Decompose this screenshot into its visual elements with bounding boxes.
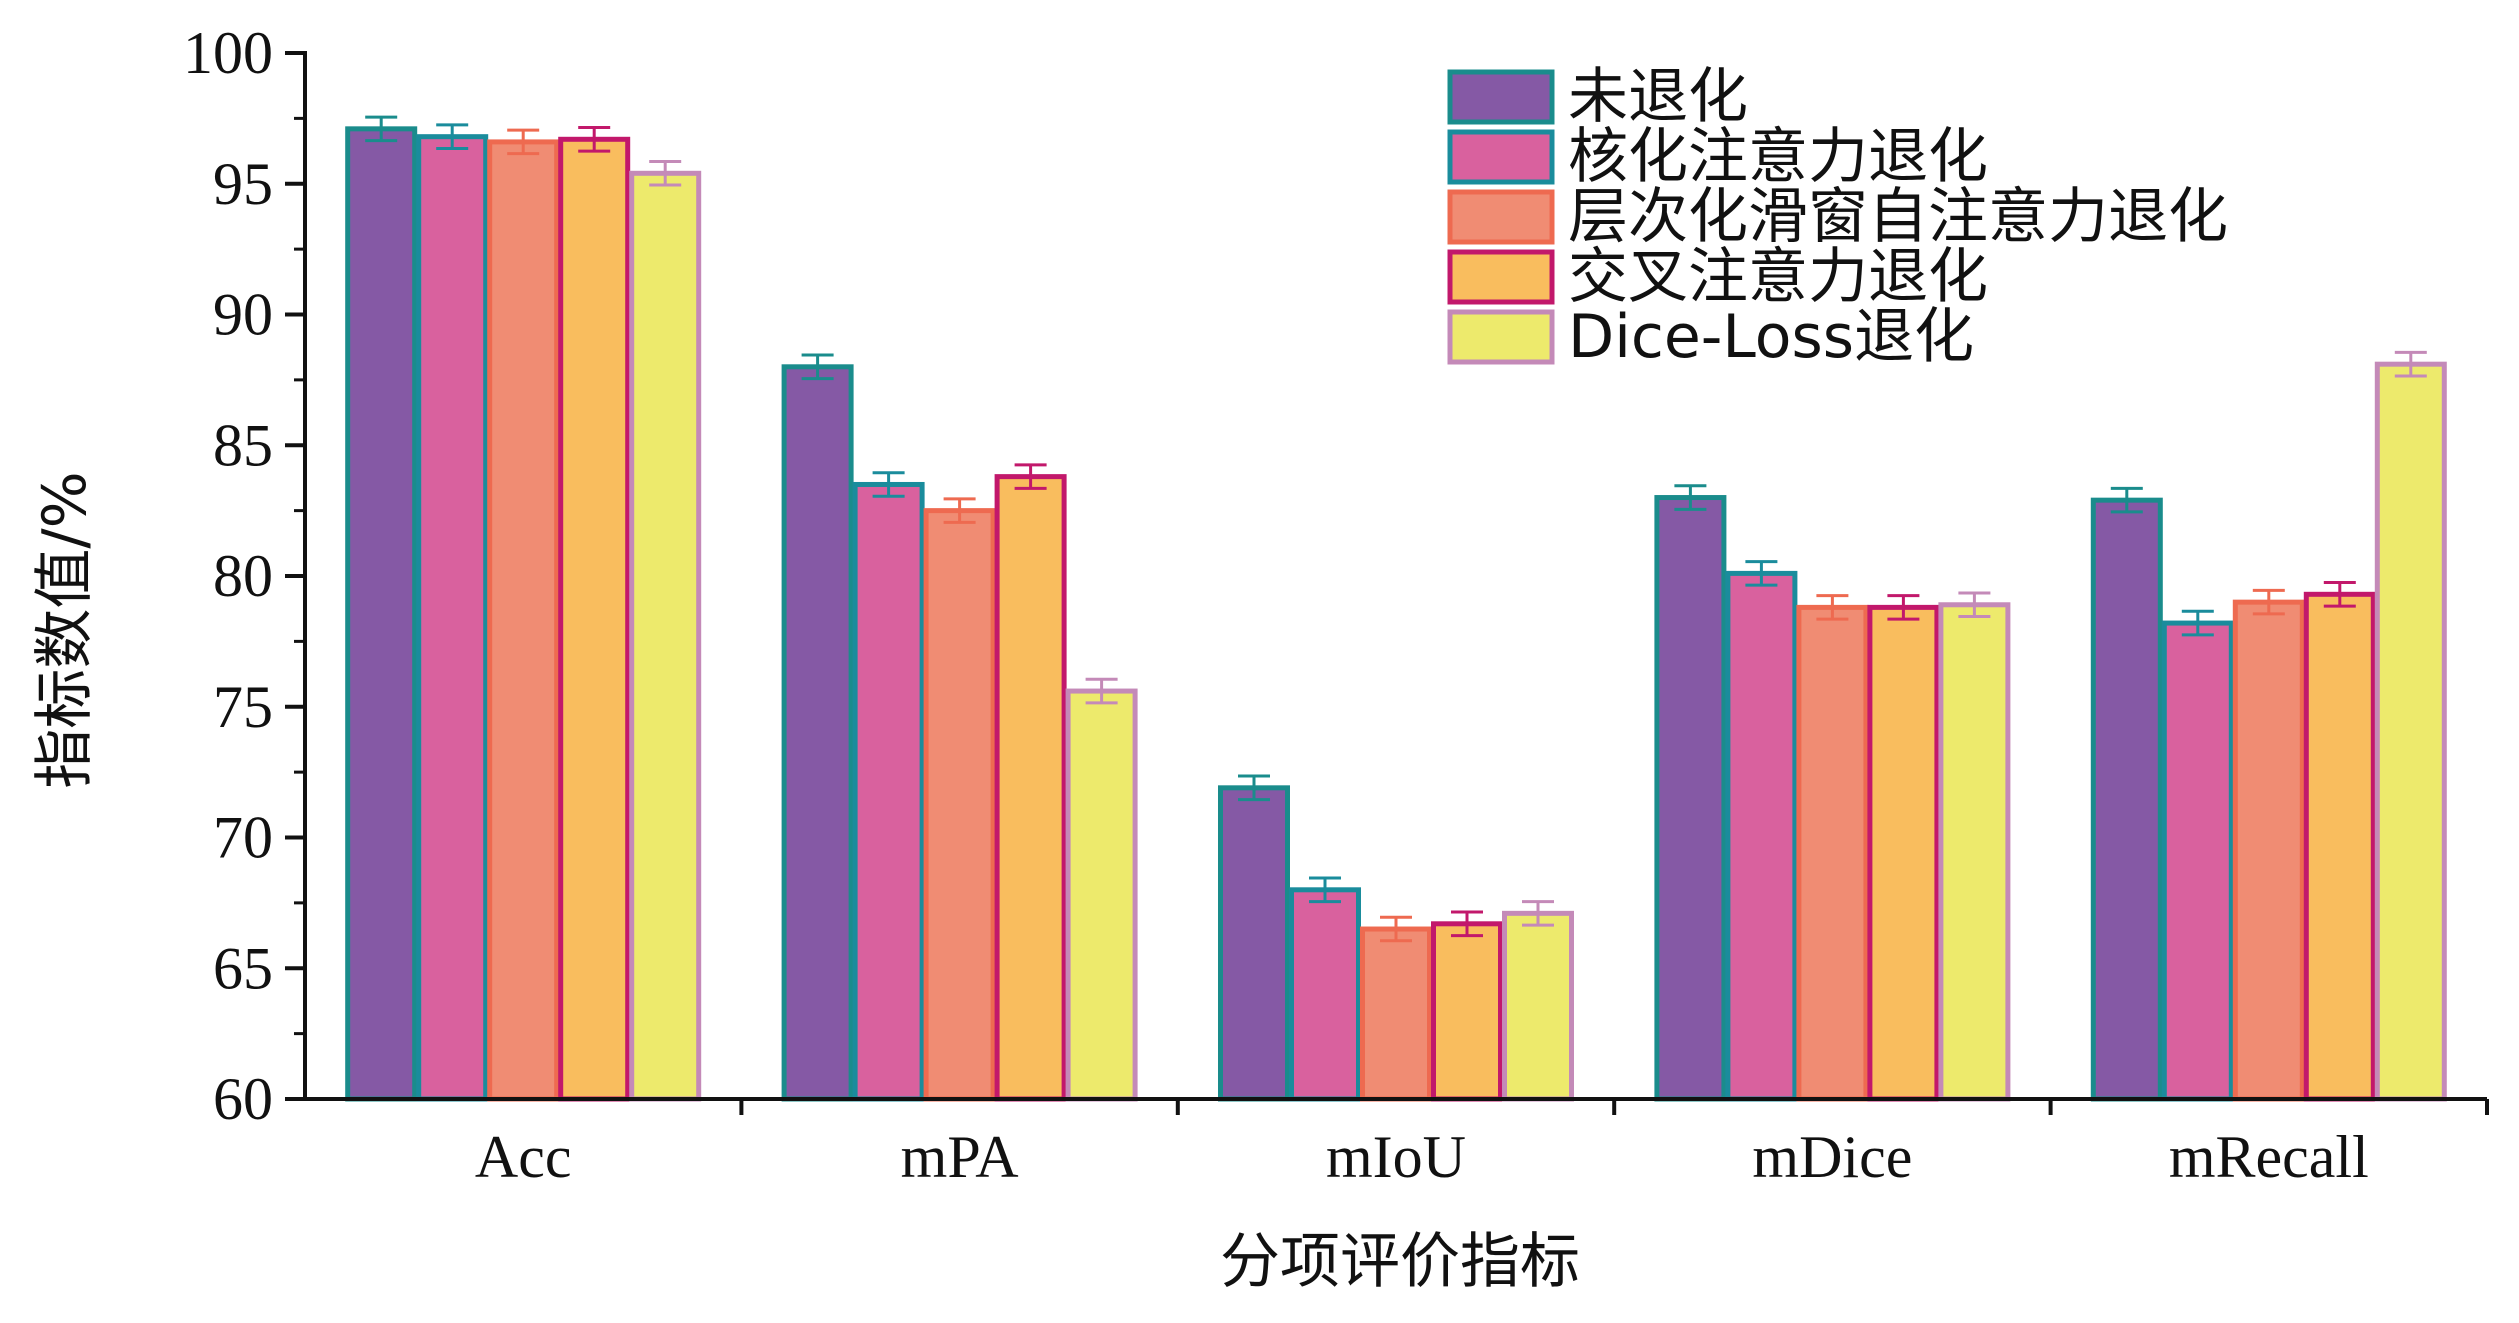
bar-Acc-4 [629, 170, 702, 1102]
x-tick-label-mPA: mPA [901, 1124, 1019, 1190]
bar-mPA-0 [781, 364, 854, 1102]
ticks-layer: 60 65 70 75 80 85 90 95 100 Acc mPA mIoU mDice mRecal… [183, 20, 2489, 1190]
bar-mDice-2 [1796, 604, 1869, 1102]
bar-mDice-3 [1867, 604, 1940, 1102]
legend-label-2: 层次化滑窗自注意力退化 [1568, 182, 2228, 252]
bar-mPA-2 [923, 508, 996, 1102]
legend-swatch-4 [1447, 309, 1555, 365]
legend-label-1: 核化注意力退化 [1568, 122, 1988, 192]
bar-mPA-1 [852, 481, 925, 1102]
legend-label-0: 未退化 [1568, 62, 1748, 132]
bar-Acc-0 [345, 126, 418, 1102]
legend-swatch-2 [1447, 189, 1555, 245]
x-tick-label-mDice: mDice [1752, 1124, 1912, 1190]
y-tick-label-90: 90 [213, 282, 273, 348]
bar-mIoU-3 [1431, 921, 1503, 1102]
y-tick-label-100: 100 [183, 20, 273, 86]
y-axis-title: 指标数值/% [30, 471, 100, 788]
x-tick-label-mRecall: mRecall [2169, 1124, 2369, 1190]
x-tick-label-Acc: Acc [475, 1124, 572, 1190]
bar-Acc-1 [416, 134, 489, 1102]
x-tick-label-mIoU: mIoU [1326, 1124, 1466, 1190]
x-axis-title: 分项评价指标 [1220, 1227, 1580, 1297]
bar-mIoU-0 [1218, 785, 1290, 1102]
bar-mRecall-3 [2303, 591, 2376, 1102]
bar-Acc-2 [487, 139, 560, 1102]
bar-mIoU-2 [1360, 926, 1432, 1102]
bar-mDice-4 [1938, 602, 2011, 1102]
bar-Acc-3 [558, 136, 631, 1102]
bar-mRecall-0 [2090, 497, 2163, 1102]
legend-label-4: Dice-Loss退化 [1568, 302, 1974, 372]
bar-mPA-3 [994, 474, 1067, 1102]
legend-label-3: 交叉注意力退化 [1568, 242, 1988, 312]
bar-mDice-1 [1725, 570, 1798, 1102]
legend-swatch-1 [1447, 129, 1555, 185]
y-tick-label-60: 60 [213, 1066, 273, 1132]
bar-mIoU-1 [1289, 887, 1361, 1102]
y-tick-label-75: 75 [213, 674, 273, 740]
bar-mPA-4 [1065, 688, 1138, 1102]
y-tick-label-80: 80 [213, 543, 273, 609]
bar-mDice-0 [1654, 495, 1727, 1102]
y-tick-label-70: 70 [213, 805, 273, 871]
y-tick-label-65: 65 [213, 935, 273, 1001]
bar-mRecall-1 [2161, 620, 2234, 1102]
y-tick-label-95: 95 [213, 151, 273, 217]
y-tick-label-85: 85 [213, 412, 273, 478]
bar-mRecall-4 [2374, 361, 2447, 1102]
bars-layer [345, 115, 2447, 1102]
legend-swatch-3 [1447, 249, 1555, 305]
bar-mIoU-4 [1502, 910, 1574, 1102]
legend-swatch-0 [1447, 69, 1555, 125]
bar-mRecall-2 [2232, 599, 2305, 1102]
